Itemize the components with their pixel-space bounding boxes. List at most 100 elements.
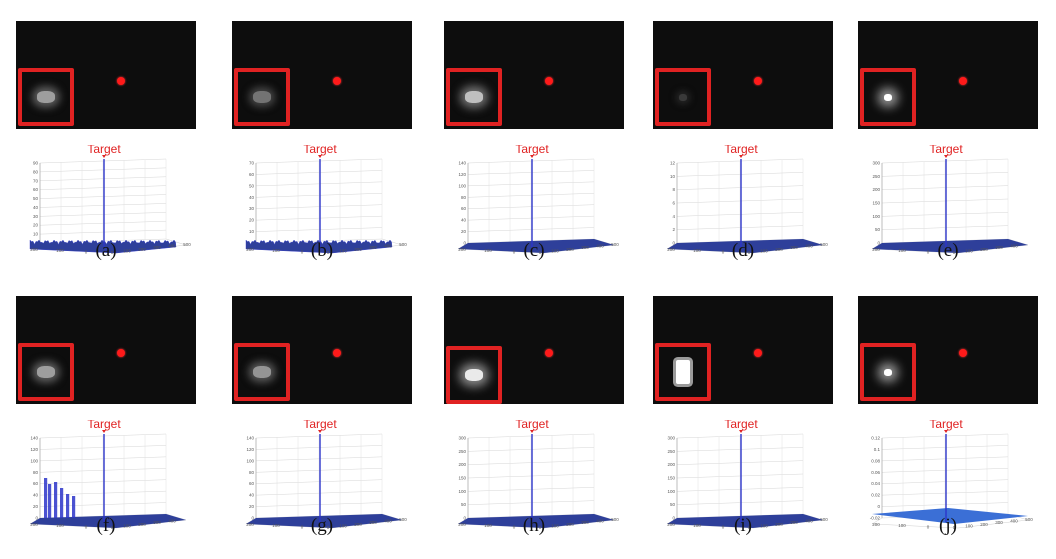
x-tick-label: 0 (85, 249, 88, 254)
x-tick-label: 300 (369, 245, 377, 250)
y-tick-label: 0.06 (871, 470, 880, 475)
target-marker-dot (333, 349, 341, 357)
x-tick-label: 0 (111, 250, 114, 255)
x-tick-label: 400 (596, 519, 604, 524)
target-arrow-icon (530, 430, 534, 433)
plot-grid: 0 20 40 60 80 100 120 140 (457, 158, 615, 254)
y-tick-label: 60 (249, 172, 255, 177)
response-surface-plot: 0 50 100 150 200 250 300 Target 200 100 0 0 100 200 30… (666, 420, 828, 530)
x-tick-label: 0 (953, 250, 956, 255)
response-floor (872, 239, 1028, 253)
target-label: Target (303, 145, 337, 156)
y-tick-label: 0 (463, 516, 466, 521)
x-tick-label: 500 (611, 242, 619, 247)
panel-caption: (e) (937, 240, 959, 261)
y-tick-label: 250 (458, 449, 466, 454)
x-tick-label: 0 (301, 524, 304, 529)
y-tick-label: 0 (672, 241, 675, 246)
x-tick-label: 100 (339, 248, 347, 253)
target-blob (253, 366, 271, 378)
y-tick-label: 100 (667, 489, 675, 494)
y-tick-label: 60 (33, 481, 39, 486)
x-tick-label: 100 (123, 248, 131, 253)
panel-d: 0 2 4 6 8 10 12 Target 200 100 0 0 100 200 300 400 500 (d… (653, 21, 833, 281)
y-tick-label: 0 (463, 241, 466, 246)
x-tick-label: 100 (484, 523, 492, 528)
response-floor (872, 508, 1028, 524)
y-tick-label: 30 (249, 206, 255, 211)
x-tick-label: 200 (30, 522, 38, 527)
y-tick-label: 120 (458, 172, 466, 177)
x-tick-label: 200 (566, 247, 574, 252)
x-tick-label: 400 (1010, 519, 1018, 524)
response-surface-plot: 0 20 40 60 80 100 120 140 Target 200 100 0 0 100 200 30… (457, 145, 619, 255)
panel-j: -0.02 0 0.02 0.04 0.06 0.08 0.1 0.12 Target 200 10… (858, 296, 1038, 556)
response-surface-plot: 0 50 100 150 200 250 300 Target 200 100 0 0 100 200 30… (871, 145, 1029, 255)
y-tick-label: 2 (672, 227, 675, 232)
response-surface-plot: -0.02 0 0.02 0.04 0.06 0.08 0.1 0.12 Target 200 10… (870, 420, 1034, 530)
y-tick-label: 10 (670, 174, 676, 179)
y-tick-label: 0.12 (871, 436, 880, 441)
x-tick-label: 400 (596, 244, 604, 249)
target-blob (253, 91, 271, 103)
x-tick-label: 500 (399, 242, 407, 247)
y-tick-label: 30 (33, 214, 39, 219)
y-tick-label: 90 (33, 161, 39, 166)
x-tick-label: 200 (246, 522, 254, 527)
y-tick-label: 8 (672, 187, 675, 192)
y-tick-label: 40 (461, 218, 467, 223)
tracking-box (655, 68, 711, 126)
target-arrow-icon (102, 155, 106, 158)
x-tick-label: 0 (513, 249, 516, 254)
panel-h: 0 50 100 150 200 250 300 Target 200 100 0 0 100 200 30… (444, 296, 624, 556)
x-tick-label: 100 (339, 523, 347, 528)
y-tick-label: 40 (249, 493, 255, 498)
tracking-box (18, 68, 74, 126)
y-tick-label: 0 (877, 504, 880, 509)
x-tick-label: 100 (693, 248, 701, 253)
x-tick-label: 100 (272, 523, 280, 528)
x-tick-label: 300 (995, 245, 1003, 250)
x-tick-label: 100 (965, 523, 973, 528)
tracking-box (860, 68, 916, 126)
y-tick-label: 50 (249, 183, 255, 188)
y-tick-label: 140 (246, 436, 254, 441)
x-tick-label: 100 (551, 248, 559, 253)
x-tick-label: 400 (1010, 244, 1018, 249)
x-tick-label: 0 (722, 524, 725, 529)
x-tick-label: 400 (168, 244, 176, 249)
y-tick-label: 0 (35, 516, 38, 521)
y-tick-label: 200 (667, 462, 675, 467)
y-tick-label: 100 (458, 183, 466, 188)
target-label: Target (929, 145, 963, 156)
y-tick-label: 200 (872, 187, 880, 192)
target-blob (884, 368, 892, 376)
y-tick-label: 100 (246, 458, 254, 463)
panel-g: 0 20 40 60 80 100 120 140 Target 200 100 0 0 100 200 30… (232, 296, 412, 556)
target-label: Target (724, 420, 758, 431)
panel-caption: (i) (734, 515, 752, 536)
x-tick-label: 0 (953, 525, 956, 530)
x-tick-label: 0 (748, 250, 751, 255)
panel-caption: (b) (310, 240, 334, 261)
tracking-box (234, 68, 290, 126)
x-tick-label: 400 (168, 519, 176, 524)
x-tick-label: 200 (458, 522, 466, 527)
target-arrow-icon (318, 430, 322, 433)
x-tick-label: 100 (760, 523, 768, 528)
x-tick-label: 200 (30, 247, 38, 252)
tracking-box (18, 343, 74, 401)
y-tick-label: 10 (33, 232, 39, 237)
y-tick-label: 100 (30, 458, 38, 463)
panel-caption: (a) (95, 240, 117, 261)
plot-grid: 0 10 20 30 40 50 60 70 80 90 (29, 158, 187, 254)
response-surface-plot: 0 10 20 30 40 50 60 70 Target 200 100 0 0 100 200 300 40… (245, 145, 407, 255)
panel-caption: (j) (939, 515, 957, 536)
y-tick-label: 0 (672, 516, 675, 521)
target-arrow-icon (102, 430, 106, 433)
target-arrow-icon (530, 155, 534, 158)
y-tick-label: 250 (667, 449, 675, 454)
target-arrow-icon (739, 155, 743, 158)
x-tick-label: 100 (56, 248, 64, 253)
x-tick-label: 100 (272, 248, 280, 253)
